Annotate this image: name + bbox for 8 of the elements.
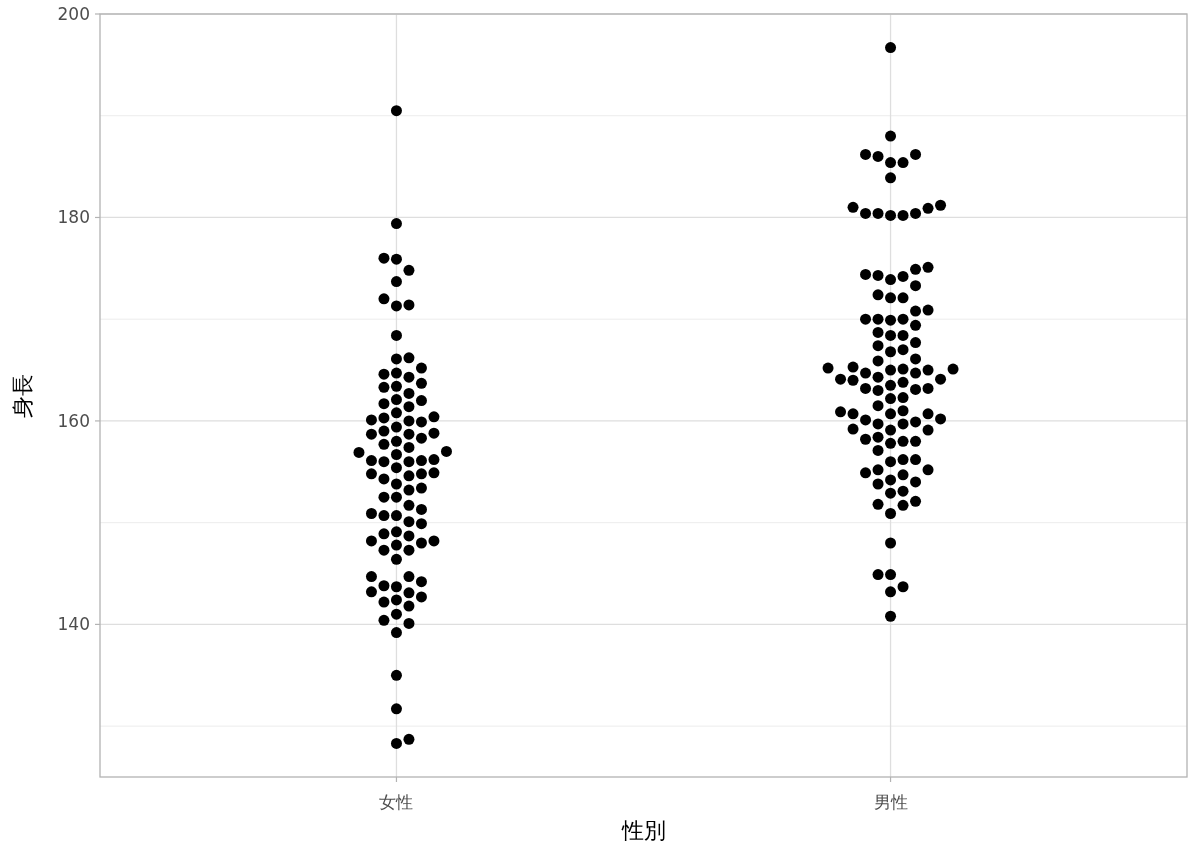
x-axis-title: 性別 [620, 818, 666, 843]
y-tick-label: 140 [57, 614, 90, 635]
y-tick-label: 180 [57, 207, 90, 228]
y-axis-title: 身長 [10, 373, 35, 418]
y-tick-label: 160 [57, 410, 90, 431]
x-tick-label: 男性 [873, 792, 908, 812]
y-tick-label: 200 [57, 4, 90, 24]
x-tick-label: 女性 [379, 792, 414, 812]
